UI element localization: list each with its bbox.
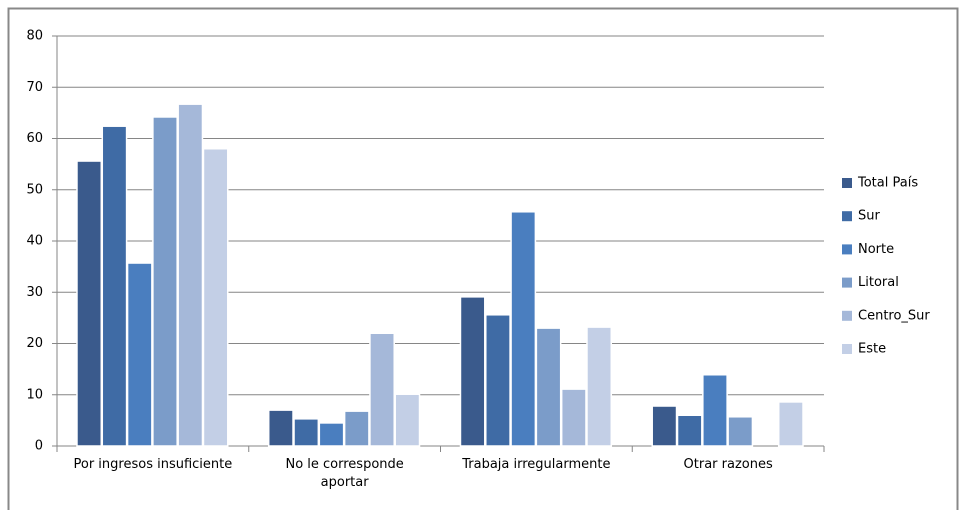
legend-label: Este [858,342,886,357]
bar [318,422,345,447]
bar [702,374,728,447]
legend-swatch [842,178,852,188]
bar [727,416,754,447]
bar [177,103,204,447]
x-tick-label: Trabaja irregularmente [462,457,611,472]
bar [152,116,178,447]
x-tick-label: Otrar razones [683,457,773,472]
bar [510,211,537,447]
bar [394,393,421,447]
bar [76,160,103,447]
bar [101,125,128,447]
y-tick-label: 60 [26,131,43,146]
y-tick-label: 70 [26,80,43,95]
bar [202,148,229,447]
y-tick-label: 50 [26,182,43,197]
legend-swatch [842,310,852,321]
legend-swatch [842,244,852,255]
x-tick-label: Por ingresos insuficiente [73,457,233,472]
y-tick-label: 0 [35,439,43,454]
bar [777,401,804,447]
bar [343,410,370,447]
bar [126,262,153,447]
legend-label: Norte [858,242,894,257]
bar [267,409,294,447]
y-tick-label: 10 [26,387,43,402]
y-tick-label: 40 [26,234,43,249]
bar [560,388,587,447]
legend-label: Total País [857,176,918,191]
legend-label: Centro_Sur [858,308,930,323]
bar [293,418,320,447]
bar [459,296,486,447]
x-tick-label: No le corresponde aportar [285,457,404,490]
bar [651,405,678,447]
legend-swatch [842,344,852,354]
bar [535,327,562,447]
y-tick-label: 80 [26,29,43,44]
bar [676,414,703,447]
legend-label: Sur [858,209,880,224]
bar [369,332,395,447]
legend-swatch [842,211,852,222]
bar [586,326,613,447]
y-tick-label: 30 [26,285,43,300]
bar [485,314,511,447]
legend-label: Litoral [858,275,899,290]
y-tick-label: 20 [26,336,43,351]
legend-swatch [842,277,852,288]
